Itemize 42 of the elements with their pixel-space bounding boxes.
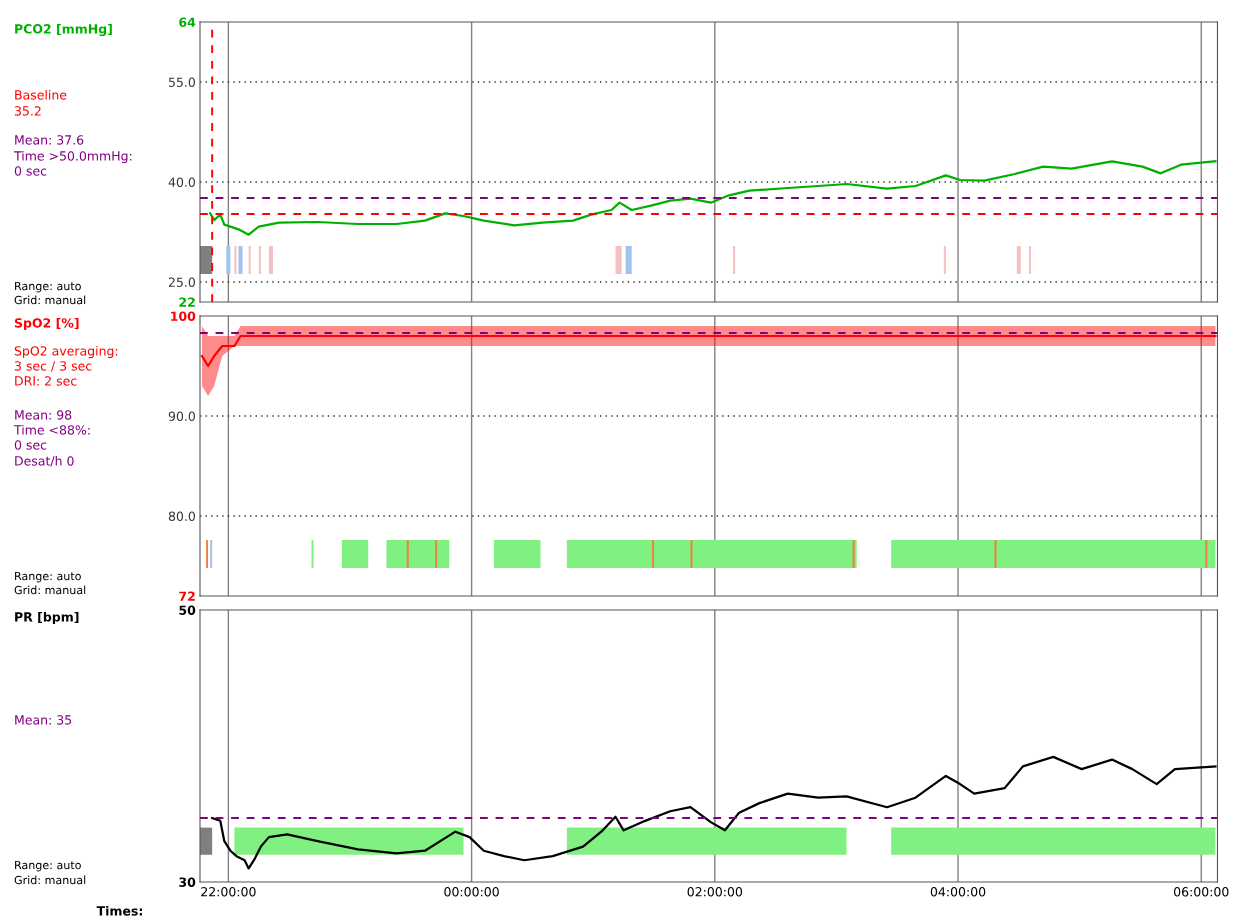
y-axis-title: SpO2 [%] [14, 317, 79, 331]
text: Range: auto [15, 571, 81, 583]
text: Range: auto [15, 281, 81, 293]
y-axis-title: PCO2 [mmHg] [15, 23, 112, 37]
text: Time >50.0mmHg: [13, 150, 132, 164]
text: Time <88%: [13, 424, 90, 435]
text: Grid: manual [14, 585, 86, 595]
x-tick-label: 02:00:00 [687, 887, 743, 897]
text: SpO2 averaging: [14, 345, 118, 359]
y-tick-label: 90.0 [168, 411, 195, 421]
text: Baseline [15, 89, 67, 100]
y-tick-label: 55.0 [168, 77, 195, 87]
y-tick-label: 50 [179, 605, 196, 615]
text: Mean: 35 [15, 715, 72, 725]
text: 0 sec [14, 440, 47, 450]
text: 35.2 [14, 106, 41, 116]
text: 0 sec [14, 166, 47, 176]
y-tick-label: 22 [179, 297, 195, 307]
line-series [209, 160, 1217, 236]
x-tick-label: 04:00:00 [930, 887, 986, 897]
text: Grid: manual [14, 295, 86, 305]
x-tick-label: 22:00:00 [201, 887, 256, 897]
text: 3 sec / 3 sec [14, 361, 92, 372]
y-axis-title: PR [bpm] [15, 611, 79, 625]
y-tick-label: 30 [179, 877, 196, 887]
y-tick-label: 40.0 [168, 177, 195, 187]
text: Range: auto [15, 860, 81, 872]
text: Mean: 37.6 [15, 135, 84, 145]
x-tick-label: 06:00:00 [1174, 887, 1229, 897]
y-tick-label: 72 [179, 591, 195, 601]
y-tick-label: 80.0 [168, 511, 195, 521]
y-tick-label: 64 [179, 17, 196, 27]
text: Desat/h 0 [15, 455, 74, 467]
line-series [211, 755, 1217, 870]
text: Mean: 98 [15, 410, 72, 420]
x-tick-label: 00:00:00 [444, 887, 499, 897]
y-tick-label: 100 [171, 311, 196, 321]
x-axis-title: Times: [96, 905, 142, 916]
text: Grid: manual [14, 875, 86, 885]
text: DRI: 2 sec [15, 376, 77, 386]
line-series [200, 334, 1217, 368]
y-tick-label: 25.0 [168, 277, 195, 287]
